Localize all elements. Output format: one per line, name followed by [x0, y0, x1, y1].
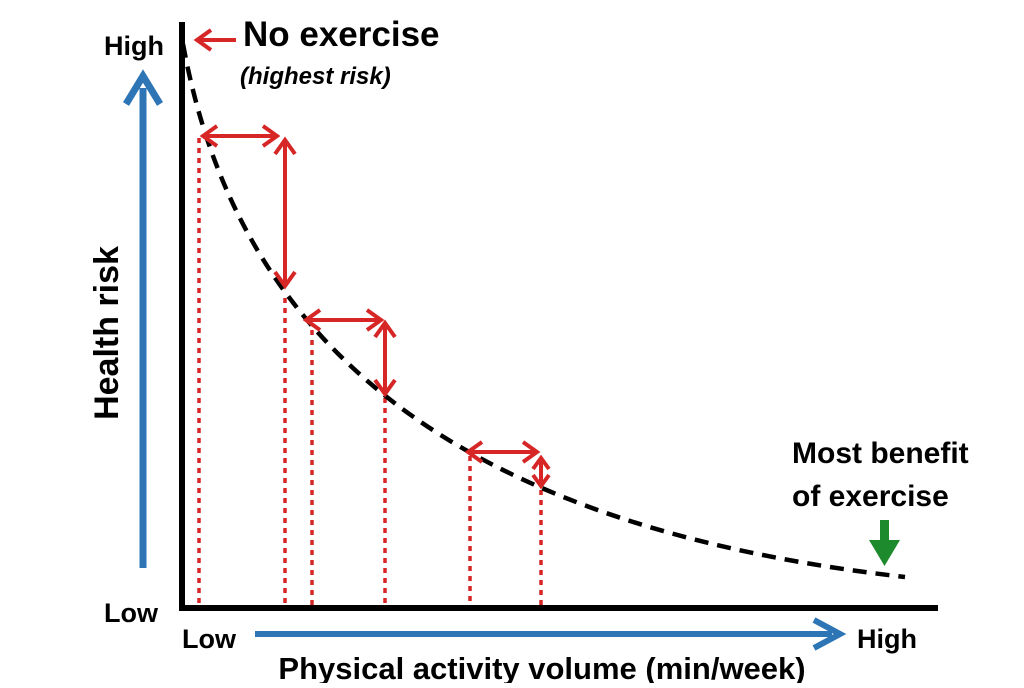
volume-arrow-1: [199, 124, 281, 148]
risk-arrow-1: [273, 136, 297, 290]
x-axis-low-label: Low: [182, 624, 237, 654]
volume-increase-arrows: [199, 124, 541, 464]
most-benefit-line-2: of exercise: [792, 480, 949, 513]
no-exercise-title: No exercise: [243, 15, 440, 54]
risk-direction-arrowhead: [123, 69, 163, 106]
risk-arrow-3: [531, 454, 551, 490]
most-benefit-arrow: [869, 520, 900, 566]
risk-reduction-arrows: [273, 136, 551, 490]
volume-arrow-3: [464, 440, 541, 464]
volume-drop-lines: [197, 138, 543, 606]
y-axis-title: Health risk: [88, 246, 126, 420]
most-benefit-line-1: Most benefit: [792, 437, 969, 470]
risk-arrow-2: [373, 319, 397, 398]
y-axis-high-label: High: [104, 31, 164, 61]
activity-direction-arrowhead: [812, 617, 847, 651]
volume-arrow-2: [302, 308, 385, 332]
no-exercise-pointer-arrow: [193, 28, 236, 52]
x-axis-high-label: High: [857, 624, 917, 654]
risk-curve: [180, 43, 906, 580]
y-axis-low-label: Low: [104, 598, 159, 628]
no-exercise-note: (highest risk): [240, 63, 391, 90]
x-axis-title: Physical activity volume (min/week): [278, 651, 805, 683]
